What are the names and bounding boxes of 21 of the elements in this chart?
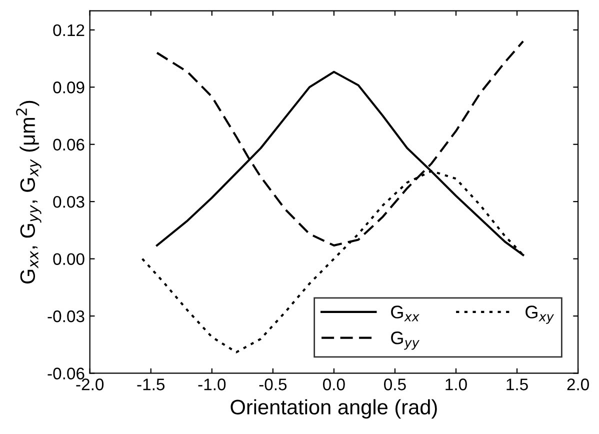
y-tick-label: 0.06 xyxy=(53,138,84,151)
x-tick-label: 0.0 xyxy=(323,378,345,390)
y-tick-label: -0.03 xyxy=(48,310,84,322)
x-tick-label: -0.5 xyxy=(259,378,287,390)
x-tick-label: -2.0 xyxy=(76,378,104,390)
x-tick-label: 2.0 xyxy=(567,378,589,390)
x-tick-label: -1.5 xyxy=(137,378,165,390)
text: G$_{xx}$, G$_{yy}$, G$_{xy}$ (μm$^{2}$) xyxy=(16,100,42,284)
y-tick-label: -0.06 xyxy=(48,368,84,380)
y-tick-label: 0.00 xyxy=(53,253,84,266)
legend-label: G$_{yy}$ xyxy=(391,332,420,350)
x-tick-label: 0.5 xyxy=(384,378,406,390)
x-tick-label: 1.5 xyxy=(506,378,528,390)
x-tick-label: 1.0 xyxy=(446,378,467,390)
y-tick-label: 0.12 xyxy=(53,24,84,36)
legend-label: G$_{xy}$ xyxy=(526,306,554,324)
x-tick-label: -1.0 xyxy=(198,378,226,390)
y-tick-label: 0.09 xyxy=(53,82,84,94)
x-axis-title: Orientation angle (rad) xyxy=(230,399,437,419)
y-tick-label: 0.03 xyxy=(53,196,84,208)
legend-label: G$_{xx}$ xyxy=(391,306,420,322)
